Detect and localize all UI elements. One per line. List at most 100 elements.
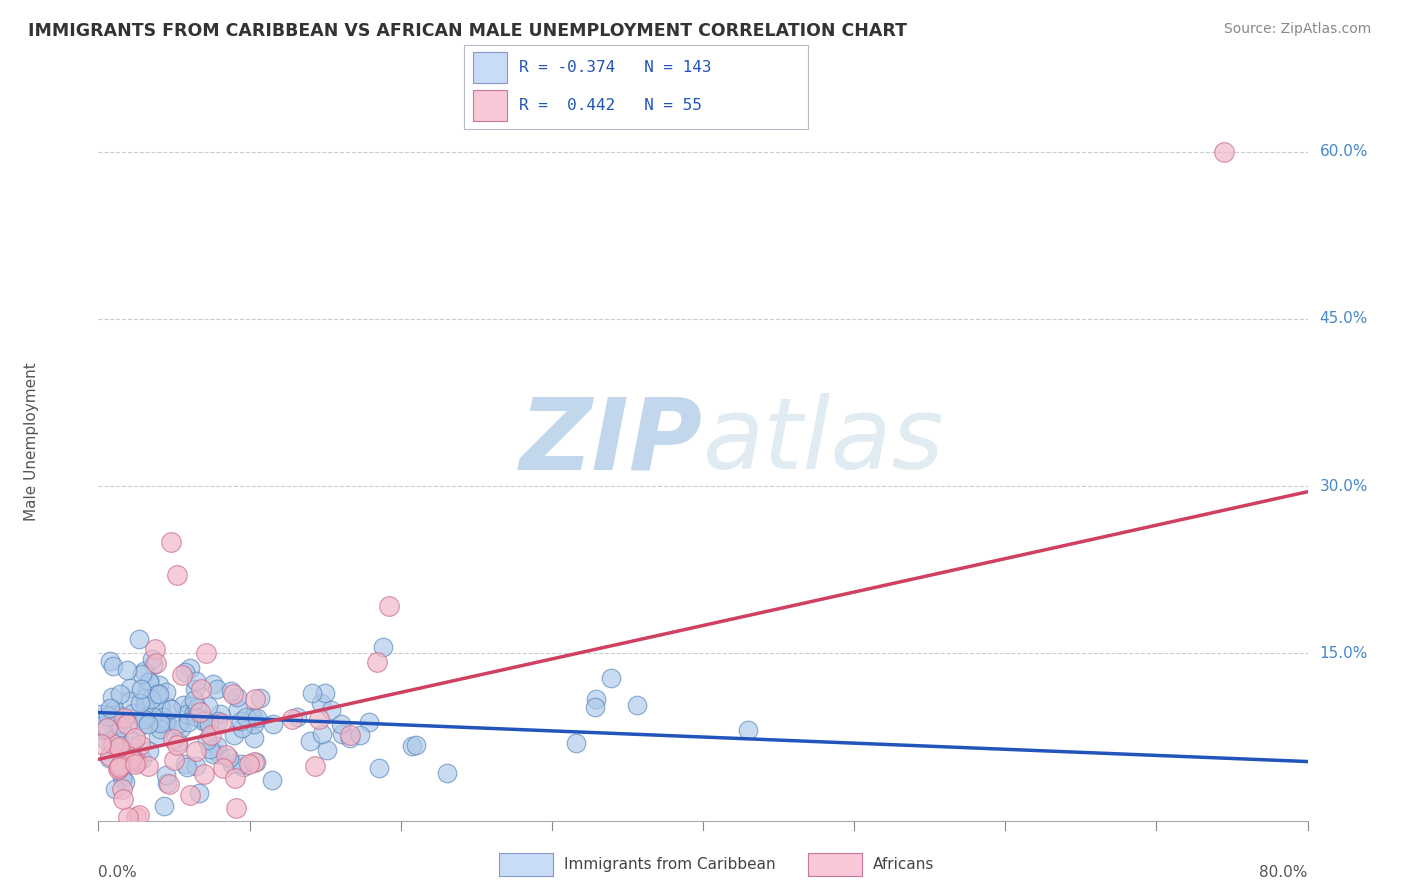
Point xyxy=(224,771,246,785)
Point xyxy=(118,681,141,696)
Point xyxy=(198,742,221,756)
Point xyxy=(378,599,401,614)
Point xyxy=(118,694,141,708)
Point xyxy=(146,730,169,744)
Point xyxy=(184,759,207,773)
Point xyxy=(222,687,245,701)
Point xyxy=(243,692,266,706)
Point xyxy=(152,710,174,724)
Point xyxy=(111,791,134,805)
Point xyxy=(194,646,217,660)
Point xyxy=(172,698,194,713)
Point xyxy=(226,702,249,716)
Point xyxy=(212,761,235,775)
Point xyxy=(101,737,124,751)
Point xyxy=(245,756,267,770)
Point xyxy=(145,656,167,670)
Point xyxy=(124,755,146,769)
Point xyxy=(285,710,308,724)
Point xyxy=(262,772,284,787)
Point xyxy=(159,777,181,791)
Point xyxy=(129,719,152,733)
Point xyxy=(157,699,180,714)
Point xyxy=(224,728,246,742)
Point xyxy=(186,701,208,715)
Point xyxy=(232,760,254,774)
Text: Source: ZipAtlas.com: Source: ZipAtlas.com xyxy=(1223,22,1371,37)
Point xyxy=(339,731,361,745)
Point xyxy=(193,767,215,781)
Point xyxy=(405,738,427,752)
Point xyxy=(134,691,156,706)
Point xyxy=(304,759,326,773)
Point xyxy=(311,727,333,741)
Point xyxy=(368,761,391,775)
Point xyxy=(173,665,195,680)
Point xyxy=(129,697,152,711)
Text: 80.0%: 80.0% xyxy=(1260,865,1308,880)
Point xyxy=(90,737,112,751)
Point xyxy=(129,681,152,696)
Text: Africans: Africans xyxy=(873,857,935,871)
Point xyxy=(200,728,222,742)
Bar xyxy=(472,53,508,83)
Point xyxy=(155,768,177,782)
Point xyxy=(148,687,170,701)
Text: 30.0%: 30.0% xyxy=(1320,479,1368,493)
Point xyxy=(149,698,172,713)
Text: R =  0.442   N = 55: R = 0.442 N = 55 xyxy=(519,98,702,113)
Point xyxy=(235,710,257,724)
Point xyxy=(131,752,153,766)
Point xyxy=(198,717,221,731)
Point xyxy=(115,663,138,677)
Point xyxy=(166,734,188,748)
Point xyxy=(124,810,146,824)
Point xyxy=(176,759,198,773)
Point xyxy=(146,687,169,701)
Point xyxy=(401,739,423,753)
Point xyxy=(138,675,160,690)
Point xyxy=(194,714,217,729)
Point xyxy=(225,690,247,705)
Point xyxy=(128,807,150,822)
Point xyxy=(104,781,127,796)
Point xyxy=(1213,145,1236,159)
Point xyxy=(120,752,142,766)
Point xyxy=(110,757,132,772)
Point xyxy=(243,717,266,731)
Point xyxy=(149,716,172,731)
Point xyxy=(98,654,121,668)
Point xyxy=(148,678,170,692)
Point xyxy=(184,682,207,697)
Point xyxy=(163,753,186,767)
Point xyxy=(138,744,160,758)
Point xyxy=(107,760,129,774)
Point xyxy=(98,748,121,763)
Text: 15.0%: 15.0% xyxy=(1320,646,1368,661)
Point xyxy=(142,658,165,673)
Point xyxy=(141,651,163,665)
Point xyxy=(209,715,232,730)
Point xyxy=(153,714,176,729)
Point xyxy=(262,716,284,731)
Point xyxy=(359,714,381,729)
Point xyxy=(308,712,330,726)
Point xyxy=(565,736,588,750)
Point xyxy=(166,568,188,582)
Point xyxy=(124,756,146,771)
Point xyxy=(107,735,129,749)
Point xyxy=(128,632,150,647)
Point xyxy=(162,731,184,746)
Point xyxy=(112,744,135,758)
Text: 0.0%: 0.0% xyxy=(98,865,138,880)
Point xyxy=(97,750,120,764)
Point xyxy=(202,747,225,761)
Point xyxy=(330,716,353,731)
Point xyxy=(184,710,207,724)
Point xyxy=(229,757,252,772)
Point xyxy=(219,684,242,698)
Point xyxy=(186,674,208,689)
Point xyxy=(103,659,125,673)
Point xyxy=(134,698,156,713)
Point xyxy=(122,706,145,720)
